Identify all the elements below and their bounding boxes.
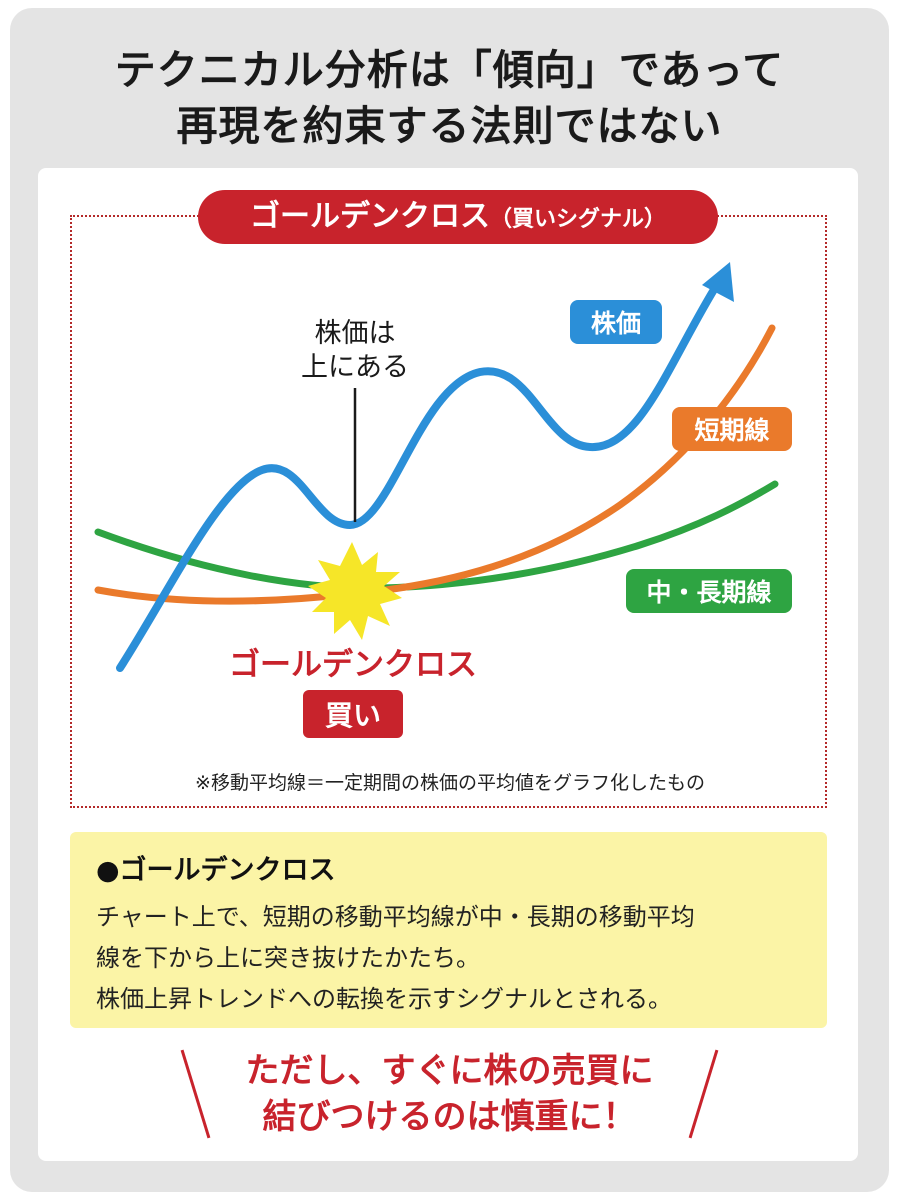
golden-cross-star-icon [308,542,402,640]
annotation-line-2: 上にある [301,352,409,383]
chart-footnote: ※移動平均線＝一定期間の株価の平均値をグラフ化したもの [195,772,705,794]
warning-line-1: ただし、すぐに株の売買に [245,1051,654,1091]
chart-heading-sub: （買いシグナル） [489,207,666,232]
long-term-line [94,480,779,592]
short-term-label: 短期線 [694,416,769,445]
golden-cross-label: ゴールデンクロス [229,647,477,683]
chart-heading-main: ゴールデンクロス [249,199,490,234]
info-line-2: 線を下から上に突き抜けたかたち。 [96,944,480,972]
buy-badge: 買い [325,699,381,732]
info-box [70,832,827,1028]
warning-message: ただし、すぐに株の売買に 結びつけるのは慎重に！ [0,1048,899,1140]
buy-badge-bg [303,690,403,738]
stock-price-arrow-icon [702,262,734,302]
page-title: テクニカル分析は「傾向」であって 再現を約束する法則ではない [0,42,899,154]
short-label-bg [672,407,792,451]
warning-line-2: 結びつけるのは慎重に！ [262,1097,637,1137]
long-label-bg [626,569,792,613]
title-line-2: 再現を約束する法則ではない [176,102,723,150]
annotation-line-1: 株価は [315,318,396,349]
long-term-label: 中・長期線 [646,578,771,607]
info-line-1: チャート上で、短期の移動平均線が中・長期の移動平均 [96,903,695,931]
info-heading: ●ゴールデンクロス [96,855,336,886]
price-label: 株価 [591,309,641,338]
info-line-3: 株価上昇トレンドへの転換を示すシグナルとされる。 [96,985,672,1013]
price-label-bg [570,300,662,344]
chart-heading: ゴールデンクロス（買いシグナル） [198,190,718,244]
stock-price-line [116,279,722,672]
title-line-1: テクニカル分析は「傾向」であって [114,46,785,94]
